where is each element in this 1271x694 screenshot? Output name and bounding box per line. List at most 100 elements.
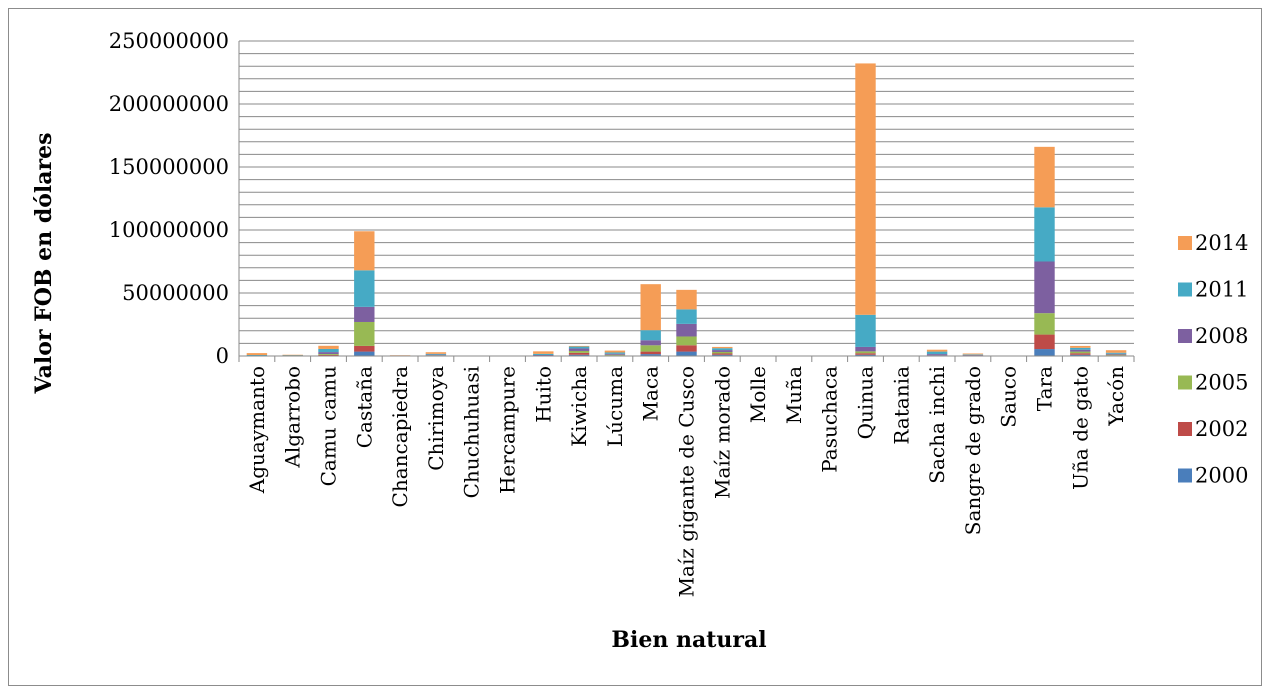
- bar-segment: [282, 354, 303, 356]
- bar-segment: [318, 345, 339, 349]
- bar-segment: [676, 351, 697, 356]
- bar-segment: [1034, 207, 1055, 262]
- x-tick-label: Chuchuhuasi: [460, 366, 484, 498]
- chart-svg: 0 50000000 100000000 150000000 200000000 2500…: [31, 29, 1248, 653]
- legend-swatch: [1178, 282, 1192, 297]
- bar-segment: [604, 353, 626, 355]
- bar-segment: [640, 284, 661, 331]
- bar-segment: [246, 353, 268, 355]
- bar-segment: [282, 354, 303, 356]
- bar-segment: [855, 63, 876, 315]
- bar-segment: [389, 355, 411, 356]
- legend-label: 2002: [1195, 417, 1248, 441]
- bar-segment: [962, 355, 984, 356]
- x-tick-label: Yacón: [1104, 366, 1128, 427]
- bar-segment: [676, 323, 697, 337]
- legend-label: 2000: [1195, 464, 1248, 488]
- legend-swatch: [1178, 375, 1192, 390]
- bar-segment: [855, 351, 876, 354]
- bar-segment: [676, 336, 697, 346]
- legend-label: 2014: [1195, 231, 1248, 255]
- bar-segment: [1105, 353, 1127, 355]
- x-tick-label: Castaña: [352, 366, 376, 448]
- y-tick-label: 250000000: [109, 29, 229, 53]
- bar-segment: [855, 346, 876, 352]
- x-tick-label: Maíz morado: [710, 366, 734, 499]
- x-tick-label: Ratania: [889, 366, 913, 445]
- bar-segment: [425, 354, 447, 356]
- x-tick-label: Uña de gato: [1068, 366, 1092, 490]
- bar-segment: [1070, 351, 1091, 354]
- x-tick-label: Aguaymanto: [245, 366, 269, 494]
- bar-segment: [568, 350, 590, 353]
- bar-segment: [855, 353, 876, 355]
- bar-segment: [962, 354, 984, 356]
- bar-segment: [354, 306, 375, 322]
- bar-segment: [712, 353, 733, 355]
- y-tick-label: 200000000: [109, 92, 229, 116]
- x-tick-label: Sangre de grado: [961, 366, 985, 535]
- bar-segment: [604, 354, 626, 356]
- legend-swatch: [1178, 468, 1192, 483]
- bar-segment: [1070, 349, 1091, 352]
- legend-label: 2011: [1195, 278, 1248, 302]
- bar-segment: [568, 352, 590, 355]
- bar-segment: [1105, 355, 1127, 356]
- bar-segment: [354, 345, 375, 352]
- bar-segment: [318, 352, 339, 354]
- x-tick-label: Chancapiedra: [388, 366, 412, 508]
- bar-segment: [640, 351, 661, 355]
- bar-segment: [712, 354, 733, 356]
- bar-segment: [568, 348, 590, 351]
- bar-segment: [354, 231, 375, 271]
- bar-segment: [318, 354, 339, 356]
- y-tick-labels: 0 50000000 100000000 150000000 200000000 2500…: [109, 29, 229, 368]
- bar-segment: [425, 355, 447, 356]
- bar-segment: [604, 352, 626, 354]
- bar-segment: [1034, 349, 1055, 356]
- x-tick-label: Sauco: [997, 366, 1021, 428]
- x-tick-label: Maíz gigante de Cusco: [675, 366, 699, 597]
- bar-segment: [676, 345, 697, 352]
- y-tick-label: 150000000: [109, 155, 229, 179]
- bar-segment: [640, 345, 661, 352]
- bar-segment: [282, 355, 303, 356]
- x-tick-label: Sacha inchi: [925, 366, 949, 484]
- legend-label: 2005: [1195, 371, 1248, 395]
- bar-segment: [855, 314, 876, 347]
- x-tick-labels: Aguaymanto Algarrobo Camu camu Castaña Chanc…: [245, 366, 1128, 598]
- axes: [238, 41, 1135, 362]
- bar-segment: [1105, 354, 1127, 356]
- legend-swatch: [1178, 329, 1192, 343]
- x-tick-label: Molle: [746, 366, 770, 423]
- bar-segment: [1105, 350, 1127, 353]
- x-tick-label: Hercampure: [496, 366, 520, 494]
- bar-segment: [926, 349, 948, 352]
- bar-segment: [1070, 354, 1091, 356]
- bar-segment: [962, 353, 984, 355]
- bar-segment: [354, 270, 375, 307]
- chart-frame: 0 50000000 100000000 150000000 200000000 2500…: [8, 8, 1262, 686]
- bar-segment: [354, 351, 375, 356]
- bar-segment: [604, 350, 626, 353]
- legend-swatch: [1178, 236, 1192, 250]
- x-tick-label: Algarrobo: [281, 366, 305, 469]
- y-tick-label: 100000000: [109, 218, 229, 242]
- grid-lines: [239, 40, 1134, 357]
- legend-label: 2008: [1195, 324, 1248, 348]
- bar-segment: [318, 348, 339, 353]
- bar-segment: [533, 354, 554, 356]
- bar-segment: [1034, 146, 1055, 208]
- x-tick-label: Pasuchaca: [818, 366, 842, 473]
- bar-stacks: [246, 63, 1127, 357]
- bar-segment: [568, 354, 590, 356]
- bar-segment: [712, 346, 733, 349]
- x-tick-label: Camu camu: [317, 366, 341, 487]
- bar-segment: [533, 351, 554, 354]
- bar-segment: [568, 346, 590, 349]
- bar-segment: [712, 351, 733, 354]
- bar-segment: [1105, 352, 1127, 354]
- bar-segment: [676, 309, 697, 324]
- y-tick-label: 0: [216, 344, 229, 368]
- bar-segment: [1034, 313, 1055, 335]
